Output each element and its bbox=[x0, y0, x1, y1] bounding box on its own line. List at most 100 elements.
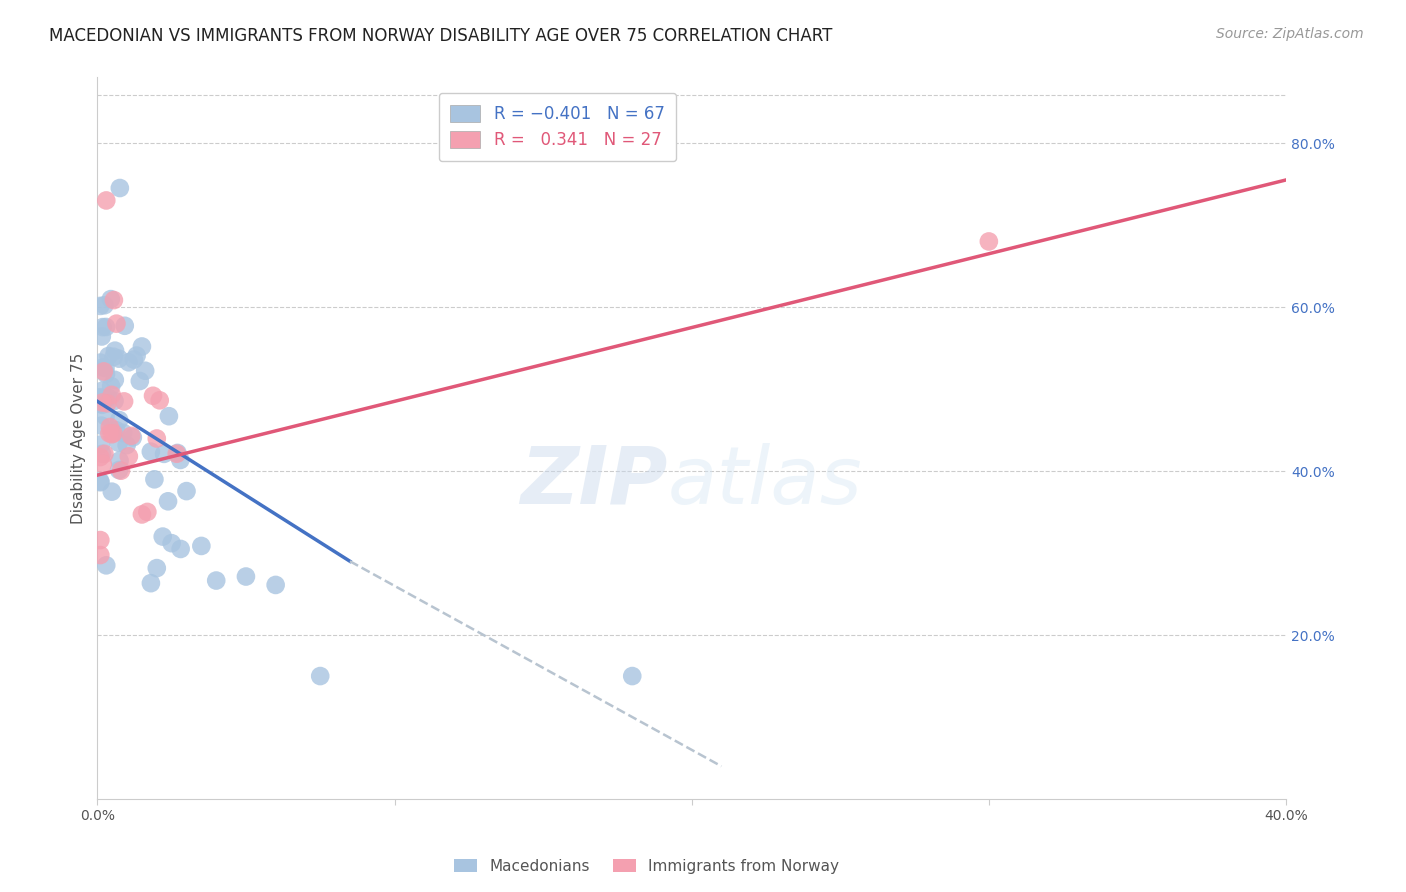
Point bbox=[157, 409, 180, 424]
Point bbox=[153, 447, 176, 461]
Point bbox=[160, 536, 183, 550]
Text: Source: ZipAtlas.com: Source: ZipAtlas.com bbox=[1216, 27, 1364, 41]
Point bbox=[89, 356, 111, 370]
Point bbox=[94, 367, 117, 381]
Point bbox=[121, 430, 143, 444]
Point bbox=[97, 391, 120, 405]
Point bbox=[108, 413, 131, 427]
Point bbox=[128, 374, 150, 388]
Point bbox=[103, 293, 125, 307]
Point bbox=[98, 420, 121, 434]
Point bbox=[118, 355, 141, 369]
Point bbox=[108, 351, 131, 366]
Point bbox=[89, 299, 111, 313]
Point bbox=[98, 426, 121, 441]
Point bbox=[131, 508, 153, 522]
Point bbox=[91, 457, 114, 471]
Point bbox=[152, 530, 174, 544]
Point bbox=[100, 292, 122, 306]
Point bbox=[146, 561, 169, 575]
Point bbox=[100, 388, 122, 402]
Point bbox=[621, 669, 644, 683]
Point bbox=[97, 349, 120, 363]
Point bbox=[136, 505, 159, 519]
Point bbox=[89, 450, 111, 464]
Point bbox=[139, 444, 162, 458]
Point bbox=[166, 447, 188, 461]
Point bbox=[108, 181, 131, 195]
Point bbox=[94, 409, 117, 424]
Legend: R = −0.401   N = 67, R =   0.341   N = 27: R = −0.401 N = 67, R = 0.341 N = 27 bbox=[439, 93, 676, 161]
Point bbox=[96, 194, 118, 208]
Point bbox=[91, 320, 114, 334]
Point bbox=[108, 453, 131, 467]
Point bbox=[169, 541, 191, 556]
Point bbox=[93, 298, 115, 312]
Point bbox=[91, 384, 114, 398]
Point bbox=[169, 453, 191, 467]
Point bbox=[120, 429, 142, 443]
Point bbox=[118, 450, 141, 464]
Point bbox=[103, 426, 125, 441]
Point bbox=[105, 423, 128, 437]
Point bbox=[90, 329, 112, 343]
Point bbox=[89, 475, 111, 490]
Text: MACEDONIAN VS IMMIGRANTS FROM NORWAY DISABILITY AGE OVER 75 CORRELATION CHART: MACEDONIAN VS IMMIGRANTS FROM NORWAY DIS… bbox=[49, 27, 832, 45]
Point bbox=[107, 435, 129, 450]
Point bbox=[101, 484, 124, 499]
Point bbox=[131, 339, 153, 353]
Point bbox=[977, 235, 1000, 249]
Point bbox=[115, 438, 138, 452]
Point bbox=[105, 317, 128, 331]
Point bbox=[122, 352, 145, 367]
Point bbox=[235, 569, 257, 583]
Point bbox=[112, 394, 135, 409]
Y-axis label: Disability Age Over 75: Disability Age Over 75 bbox=[72, 352, 86, 524]
Point bbox=[90, 437, 112, 451]
Point bbox=[90, 418, 112, 433]
Point bbox=[101, 427, 124, 442]
Point bbox=[166, 446, 188, 460]
Point bbox=[91, 447, 114, 461]
Point bbox=[90, 392, 112, 406]
Point bbox=[93, 447, 115, 461]
Point bbox=[96, 396, 118, 410]
Point bbox=[104, 373, 127, 387]
Point bbox=[89, 548, 111, 562]
Point bbox=[134, 364, 156, 378]
Point bbox=[142, 389, 165, 403]
Point bbox=[91, 398, 114, 412]
Point bbox=[149, 393, 172, 408]
Point bbox=[89, 475, 111, 489]
Point bbox=[103, 350, 125, 364]
Point bbox=[103, 393, 125, 408]
Point bbox=[94, 361, 117, 376]
Point bbox=[104, 343, 127, 358]
Point bbox=[94, 320, 117, 334]
Point bbox=[309, 669, 332, 683]
Point bbox=[89, 397, 111, 411]
Point bbox=[190, 539, 212, 553]
Point bbox=[110, 464, 132, 478]
Point bbox=[114, 318, 136, 333]
Point bbox=[143, 472, 166, 486]
Point bbox=[93, 364, 115, 378]
Point bbox=[264, 578, 287, 592]
Point bbox=[146, 432, 169, 446]
Point bbox=[125, 349, 148, 363]
Point bbox=[108, 463, 131, 477]
Point bbox=[100, 379, 122, 393]
Point bbox=[112, 425, 135, 440]
Legend: Macedonians, Immigrants from Norway: Macedonians, Immigrants from Norway bbox=[449, 853, 845, 880]
Point bbox=[96, 558, 118, 573]
Text: ZIP: ZIP bbox=[520, 442, 668, 521]
Point bbox=[89, 533, 111, 547]
Point bbox=[91, 395, 114, 409]
Point bbox=[157, 494, 180, 508]
Point bbox=[139, 576, 162, 591]
Text: atlas: atlas bbox=[668, 442, 863, 521]
Point bbox=[89, 390, 111, 404]
Point bbox=[176, 484, 198, 499]
Point bbox=[205, 574, 228, 588]
Point bbox=[89, 393, 111, 408]
